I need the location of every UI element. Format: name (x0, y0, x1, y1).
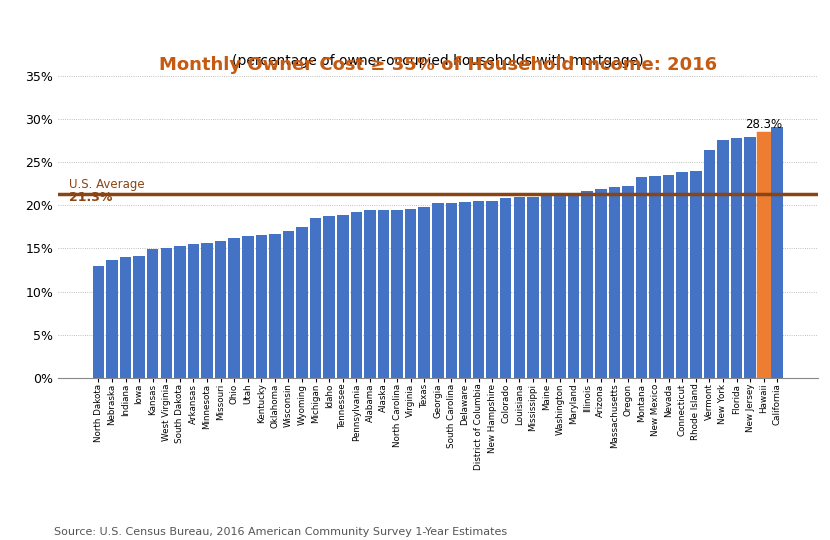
Bar (134, 256, 145, 378)
Bar (391, 210, 403, 378)
Bar (527, 197, 539, 378)
Bar (120, 257, 131, 378)
Bar (337, 215, 349, 378)
Bar (350, 212, 362, 378)
Bar (378, 210, 389, 378)
Bar (201, 243, 212, 378)
Bar (256, 235, 267, 378)
Bar (242, 237, 253, 378)
Bar (540, 195, 552, 378)
Bar (269, 234, 281, 378)
Bar (446, 202, 457, 378)
Text: 28.3%: 28.3% (745, 118, 782, 131)
Bar (283, 231, 295, 378)
Bar (174, 246, 186, 378)
Bar (608, 187, 620, 378)
Bar (147, 249, 159, 378)
Bar (473, 201, 485, 378)
Bar (93, 266, 104, 378)
Bar (622, 186, 633, 378)
Text: (percentage of owner-occupied households with mortgage): (percentage of owner-occupied households… (232, 54, 643, 68)
Bar (704, 150, 715, 378)
Bar (758, 133, 769, 378)
Bar (500, 198, 511, 378)
Bar (663, 175, 675, 378)
Bar (364, 211, 376, 378)
Bar (296, 227, 308, 378)
Bar (581, 191, 593, 378)
Bar (649, 176, 661, 378)
Bar (717, 139, 729, 378)
Bar (636, 177, 647, 378)
Bar (160, 247, 172, 378)
Bar (215, 241, 227, 378)
Bar (459, 202, 471, 378)
Text: U.S. Average: U.S. Average (70, 178, 145, 191)
Bar (554, 195, 566, 378)
Bar (486, 201, 498, 378)
Text: 21.3%: 21.3% (70, 191, 113, 204)
Bar (310, 218, 321, 378)
Bar (745, 137, 756, 378)
Bar (568, 194, 579, 378)
Text: Source: U.S. Census Bureau, 2016 American Community Survey 1-Year Estimates: Source: U.S. Census Bureau, 2016 America… (54, 527, 507, 537)
Bar (228, 238, 240, 378)
Bar (772, 127, 783, 378)
Bar (730, 138, 742, 378)
Bar (432, 204, 443, 378)
Bar (676, 172, 688, 378)
Bar (324, 217, 335, 378)
Bar (188, 244, 199, 378)
Bar (106, 260, 118, 378)
Title: Monthly Owner Cost ≥ 35% of Household Income: 2016: Monthly Owner Cost ≥ 35% of Household In… (159, 56, 717, 74)
Bar (514, 198, 525, 378)
Bar (418, 207, 430, 378)
Bar (405, 208, 417, 378)
Bar (595, 189, 607, 378)
Bar (690, 171, 701, 378)
